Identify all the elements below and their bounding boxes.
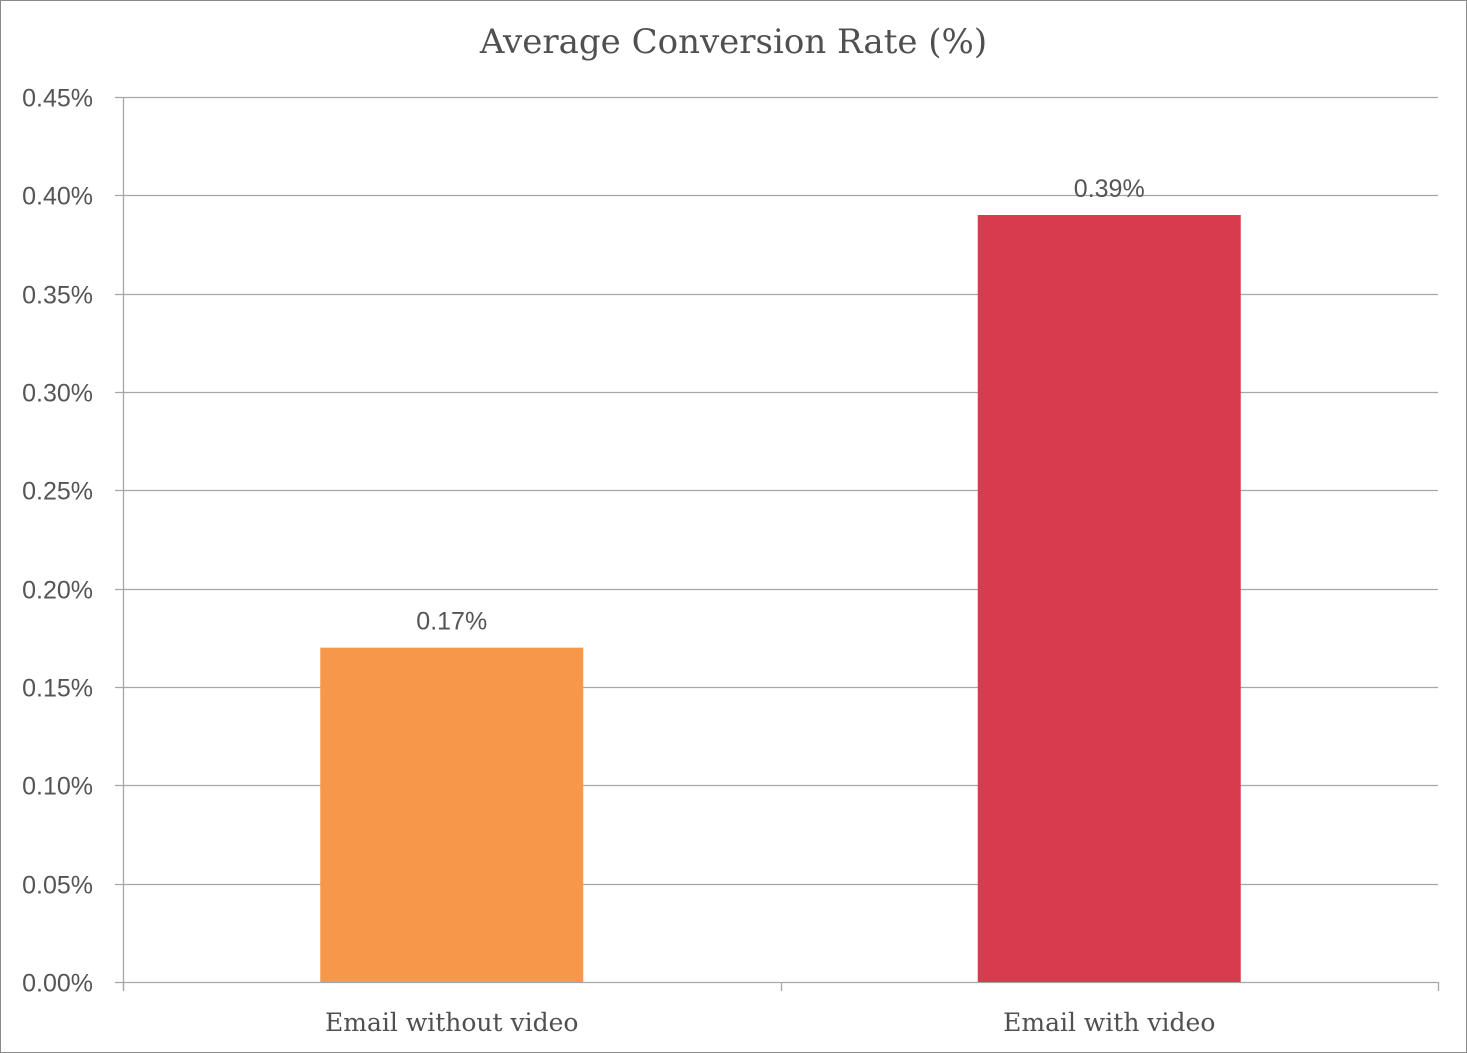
x-tick-label: Email without video <box>325 1008 578 1037</box>
y-tick-label: 0.35% <box>22 282 93 310</box>
y-tick-label: 0.25% <box>22 478 93 506</box>
y-tick-label: 0.05% <box>22 872 93 900</box>
data-label: 0.39% <box>1074 175 1145 203</box>
bar <box>977 215 1241 982</box>
data-labels: 0.17% 0.39% <box>416 175 1144 636</box>
x-axis: Email without video Email with video <box>122 982 1440 1037</box>
y-tick-label: 0.10% <box>22 773 93 801</box>
bar <box>320 647 584 982</box>
bars <box>320 215 1241 982</box>
y-tick-label: 0.15% <box>22 675 93 703</box>
chart-title: Average Conversion Rate (%) <box>479 22 988 62</box>
y-tick-label: 0.20% <box>22 577 93 605</box>
y-axis: 0.00% 0.05% 0.10% 0.15% 0.20% 0.25% 0.30% 0.35%… <box>22 85 125 998</box>
y-tick-label: 0.40% <box>22 183 93 211</box>
x-tick-label: Email with video <box>1003 1008 1215 1037</box>
y-tick-label: 0.45% <box>22 85 93 113</box>
data-label: 0.17% <box>416 608 487 636</box>
y-tick-label: 0.00% <box>22 970 93 998</box>
y-tick-label: 0.30% <box>22 380 93 408</box>
